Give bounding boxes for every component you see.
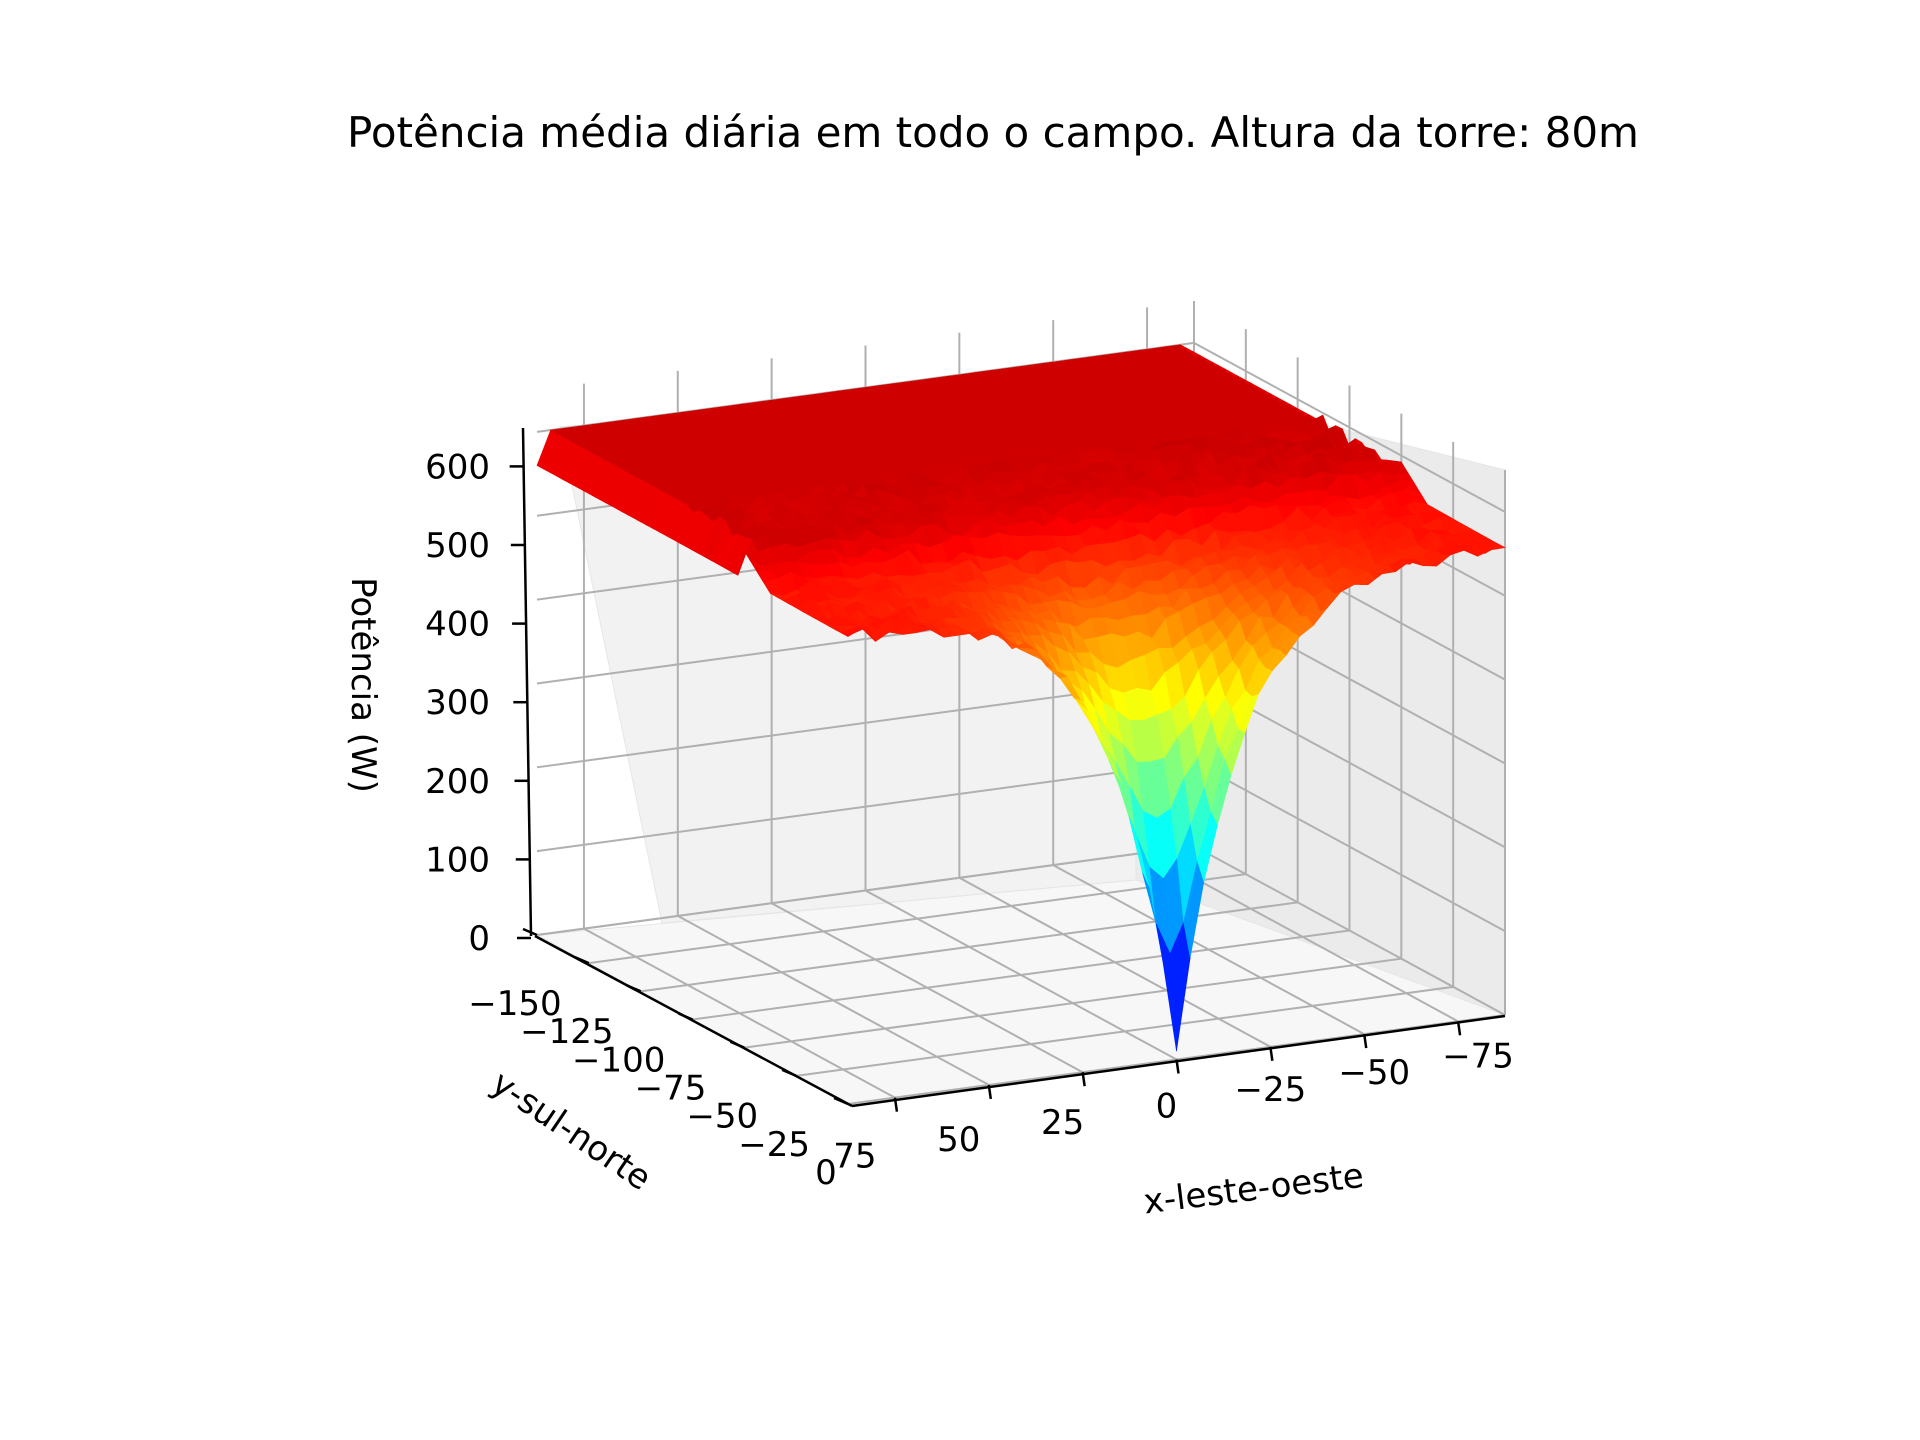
y-tick-mark [626, 984, 642, 993]
x-tick-mark [1456, 1021, 1462, 1036]
x-tick-label: −25 [1234, 1070, 1306, 1110]
axes [509, 427, 1506, 1112]
y-tick-label: −125 [520, 1012, 613, 1052]
x-tick-label: 0 [1156, 1087, 1178, 1127]
x-tick-label: −50 [1338, 1053, 1410, 1093]
y-tick-label: −150 [468, 984, 561, 1024]
y-tick-mark [781, 1068, 797, 1077]
x-tick-label: −75 [1442, 1036, 1514, 1076]
grid-line [796, 985, 1454, 1077]
y-tick-mark [678, 1012, 693, 1021]
grid-line [744, 957, 1402, 1049]
x-tick-label: 50 [937, 1120, 980, 1160]
x-tick-mark [1269, 1046, 1274, 1061]
x-tick-label: 25 [1041, 1103, 1084, 1143]
grid-line [1193, 342, 1506, 513]
z-tick-label: 500 [425, 526, 490, 566]
z-axis-label: Potência (W) [343, 577, 383, 793]
grid-line [1193, 761, 1506, 933]
x-tick-mark [893, 1097, 899, 1112]
chart-title: Potência média diária em todo o campo. A… [347, 108, 1639, 157]
y-tick-label: −50 [686, 1097, 758, 1137]
z-tick-label: 200 [425, 762, 490, 802]
z-tick-label: 300 [425, 683, 490, 723]
y-tick-mark [833, 1096, 849, 1106]
y-tick-mark [522, 927, 538, 937]
grid-line [588, 873, 1246, 965]
z-tick-label: 0 [468, 919, 490, 959]
x-tick-mark [1175, 1059, 1180, 1074]
y-tick-label: −75 [635, 1069, 707, 1109]
z-tick-label: 100 [425, 840, 490, 880]
grid-line [536, 761, 1195, 853]
x-tick-label: 75 [833, 1137, 876, 1177]
y-tick-mark [729, 1040, 745, 1049]
z-axis-ticks: 0 100 200 300 400 500 600 [425, 447, 490, 959]
grid-line [692, 929, 1350, 1021]
x-tick-mark [987, 1084, 993, 1100]
y-axis-ticks: −150 −125 −100 −75 −50 −25 0 [468, 984, 837, 1193]
x-axis-label: x-leste-oeste [1141, 1156, 1366, 1223]
y-axis-label: y-sul-norte [484, 1063, 658, 1199]
surface-plot [536, 344, 1506, 1052]
grid-line [536, 845, 1195, 936]
y-tick-label: −100 [572, 1040, 665, 1080]
y-tick-mark [574, 956, 590, 965]
y-tick-label: 0 [815, 1153, 837, 1193]
x-axis-ticks: 75 50 25 0 −25 −50 −75 [833, 1036, 1514, 1176]
z-tick-label: 600 [425, 447, 490, 487]
x-axis-line [851, 1014, 1506, 1108]
x-tick-mark [1081, 1072, 1086, 1087]
surface-patch [1484, 543, 1506, 554]
x-tick-mark [1362, 1033, 1368, 1049]
y-tick-label: −25 [738, 1125, 810, 1165]
z-axis-line [521, 427, 533, 937]
y-axis-line [534, 934, 853, 1108]
z-tick-label: 400 [425, 605, 490, 645]
